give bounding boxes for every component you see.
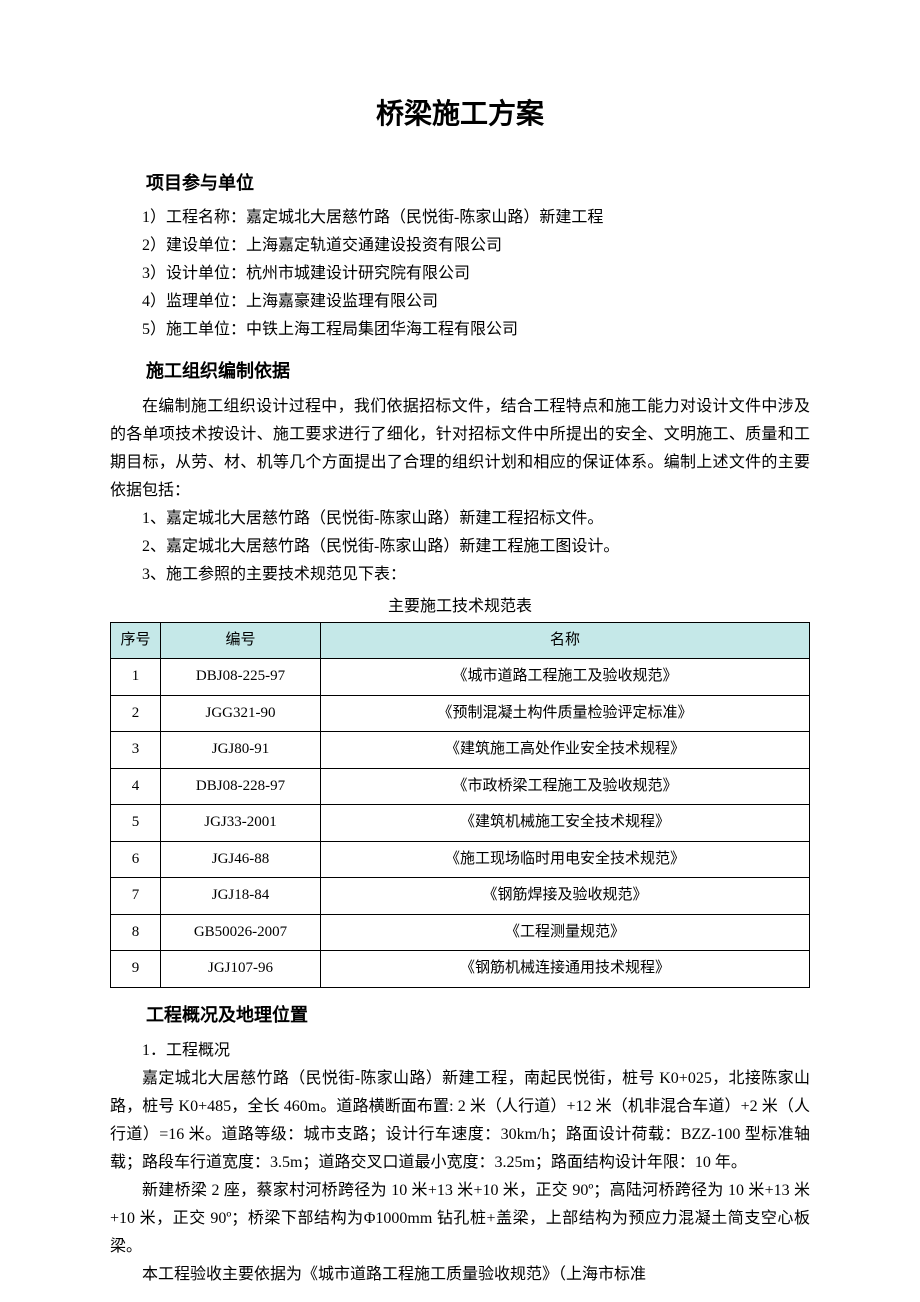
cell-code: JGJ33-2001 [161, 805, 321, 842]
overview-para: 本工程验收主要依据为《城市道路工程施工质量验收规范》（上海市标准 [110, 1261, 810, 1289]
overview-para: 新建桥梁 2 座，蔡家村河桥跨径为 10 米+13 米+10 米，正交 90º；… [110, 1177, 810, 1261]
section-heading-basis: 施工组织编制依据 [110, 356, 810, 387]
cell-name: 《市政桥梁工程施工及验收规范》 [321, 768, 810, 805]
table-row: 2 JGG321-90 《预制混凝土构件质量检验评定标准》 [111, 695, 810, 732]
table-row: 7 JGJ18-84 《钢筋焊接及验收规范》 [111, 878, 810, 915]
cell-name: 《建筑施工高处作业安全技术规程》 [321, 732, 810, 769]
cell-seq: 9 [111, 951, 161, 988]
th-code: 编号 [161, 622, 321, 659]
table-header-row: 序号 编号 名称 [111, 622, 810, 659]
unit-line: 3）设计单位：杭州市城建设计研究院有限公司 [110, 260, 810, 288]
unit-line: 2）建设单位：上海嘉定轨道交通建设投资有限公司 [110, 232, 810, 260]
cell-seq: 4 [111, 768, 161, 805]
cell-code: DBJ08-225-97 [161, 659, 321, 696]
table-row: 9 JGJ107-96 《钢筋机械连接通用技术规程》 [111, 951, 810, 988]
standards-table: 序号 编号 名称 1 DBJ08-225-97 《城市道路工程施工及验收规范》 … [110, 622, 810, 988]
basis-intro: 在编制施工组织设计过程中，我们依据招标文件，结合工程特点和施工能力对设计文件中涉… [110, 393, 810, 505]
table-caption: 主要施工技术规范表 [110, 593, 810, 620]
cell-seq: 1 [111, 659, 161, 696]
cell-code: JGJ18-84 [161, 878, 321, 915]
cell-code: JGJ46-88 [161, 841, 321, 878]
cell-code: JGG321-90 [161, 695, 321, 732]
th-name: 名称 [321, 622, 810, 659]
table-row: 1 DBJ08-225-97 《城市道路工程施工及验收规范》 [111, 659, 810, 696]
basis-item: 3、施工参照的主要技术规范见下表： [110, 561, 810, 589]
cell-name: 《预制混凝土构件质量检验评定标准》 [321, 695, 810, 732]
cell-seq: 7 [111, 878, 161, 915]
document-title: 桥梁施工方案 [110, 90, 810, 138]
unit-line: 4）监理单位：上海嘉豪建设监理有限公司 [110, 288, 810, 316]
section-heading-units: 项目参与单位 [110, 168, 810, 199]
cell-code: GB50026-2007 [161, 914, 321, 951]
cell-name: 《钢筋机械连接通用技术规程》 [321, 951, 810, 988]
cell-seq: 8 [111, 914, 161, 951]
cell-code: JGJ80-91 [161, 732, 321, 769]
cell-name: 《城市道路工程施工及验收规范》 [321, 659, 810, 696]
unit-line: 5）施工单位：中铁上海工程局集团华海工程有限公司 [110, 316, 810, 344]
overview-sub: 1．工程概况 [110, 1037, 810, 1065]
cell-seq: 3 [111, 732, 161, 769]
cell-name: 《钢筋焊接及验收规范》 [321, 878, 810, 915]
cell-name: 《施工现场临时用电安全技术规范》 [321, 841, 810, 878]
section-heading-overview: 工程概况及地理位置 [110, 1000, 810, 1031]
basis-item: 1、嘉定城北大居慈竹路（民悦街-陈家山路）新建工程招标文件。 [110, 505, 810, 533]
table-row: 6 JGJ46-88 《施工现场临时用电安全技术规范》 [111, 841, 810, 878]
cell-seq: 2 [111, 695, 161, 732]
cell-seq: 6 [111, 841, 161, 878]
table-row: 5 JGJ33-2001 《建筑机械施工安全技术规程》 [111, 805, 810, 842]
cell-code: DBJ08-228-97 [161, 768, 321, 805]
cell-name: 《工程测量规范》 [321, 914, 810, 951]
cell-code: JGJ107-96 [161, 951, 321, 988]
unit-line: 1）工程名称：嘉定城北大居慈竹路（民悦街-陈家山路）新建工程 [110, 204, 810, 232]
cell-seq: 5 [111, 805, 161, 842]
cell-name: 《建筑机械施工安全技术规程》 [321, 805, 810, 842]
table-row: 8 GB50026-2007 《工程测量规范》 [111, 914, 810, 951]
basis-item: 2、嘉定城北大居慈竹路（民悦街-陈家山路）新建工程施工图设计。 [110, 533, 810, 561]
overview-para: 嘉定城北大居慈竹路（民悦街-陈家山路）新建工程，南起民悦街，桩号 K0+025，… [110, 1065, 810, 1177]
table-row: 4 DBJ08-228-97 《市政桥梁工程施工及验收规范》 [111, 768, 810, 805]
th-seq: 序号 [111, 622, 161, 659]
table-row: 3 JGJ80-91 《建筑施工高处作业安全技术规程》 [111, 732, 810, 769]
